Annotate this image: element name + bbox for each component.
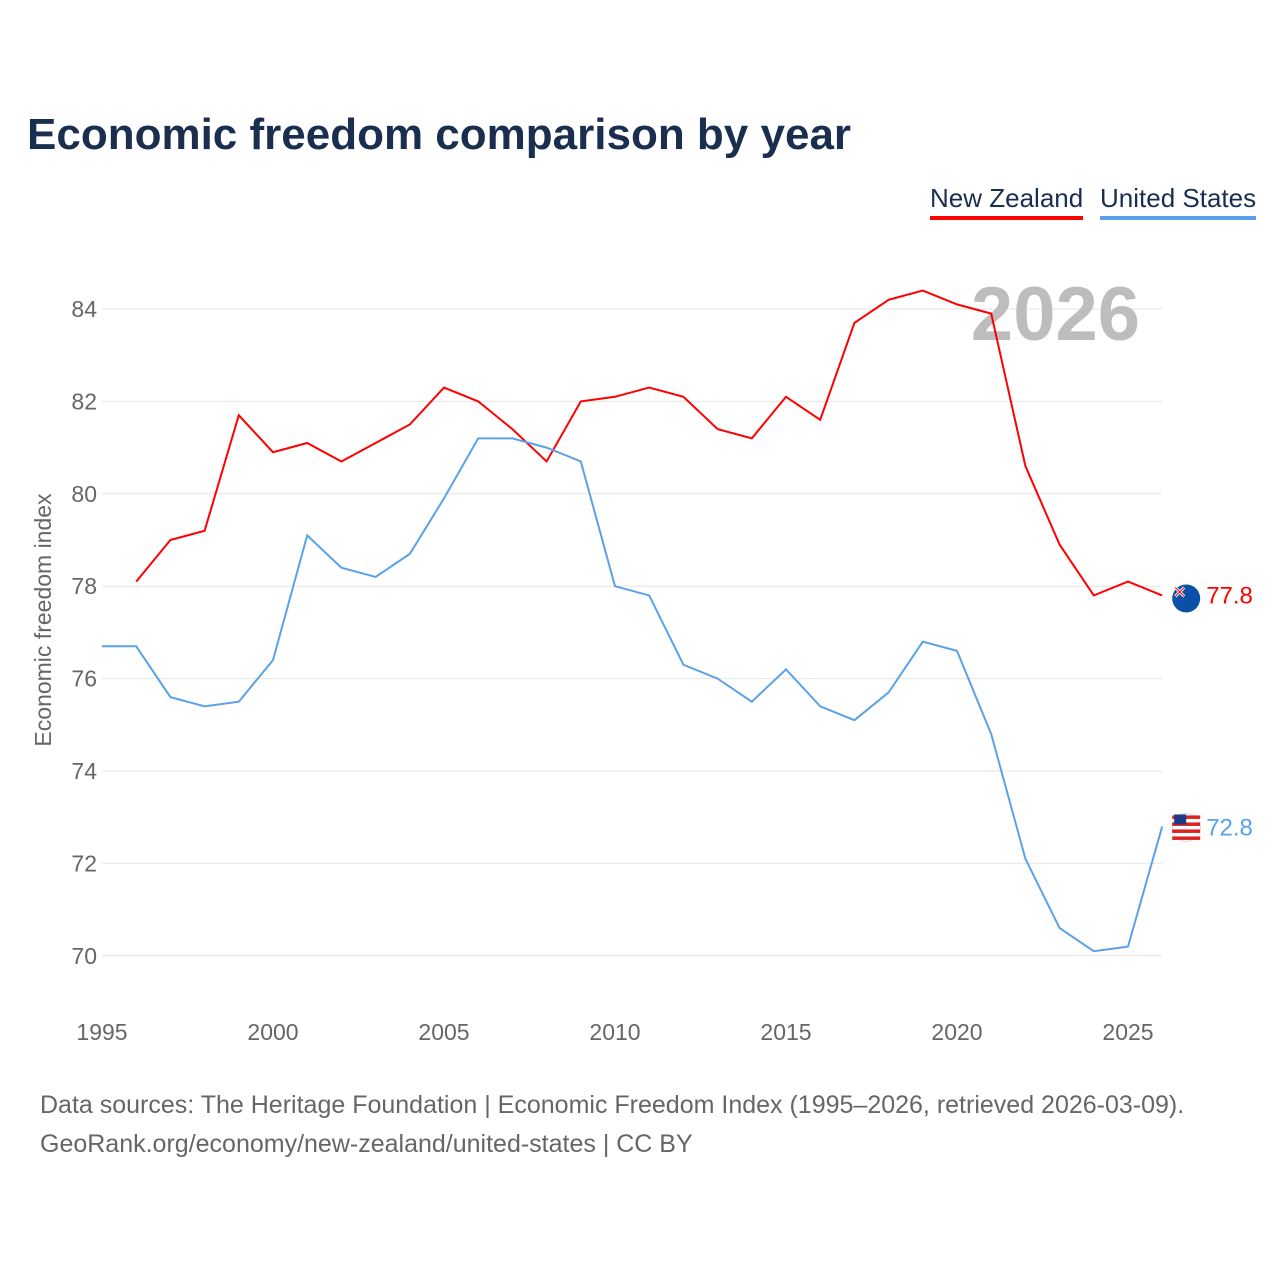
- x-tick-label: 2000: [247, 1019, 298, 1045]
- legend-new-zealand[interactable]: New Zealand: [930, 183, 1084, 220]
- chart-title: Economic freedom comparison by year: [27, 110, 852, 159]
- x-tick-label: 2010: [589, 1019, 640, 1045]
- x-tick-label: 2025: [1102, 1019, 1153, 1045]
- y-tick-label: 76: [71, 666, 97, 692]
- flag-union-jack-red: [1174, 587, 1185, 597]
- x-tick-label: 2005: [418, 1019, 469, 1045]
- footer-line-2[interactable]: GeoRank.org/economy/new-zealand/united-s…: [40, 1130, 693, 1158]
- y-axis-label: Economic freedom index: [30, 493, 56, 747]
- y-tick-label: 78: [71, 573, 97, 599]
- x-tick-label: 2015: [760, 1019, 811, 1045]
- flag-icon-new-zealand: [1172, 584, 1201, 613]
- series-line-united-states: [102, 437, 1164, 953]
- y-tick-label: 74: [71, 758, 97, 784]
- y-tick-label: 84: [71, 296, 97, 322]
- footer-source: Data sources: The Heritage Foundation | …: [40, 1086, 1184, 1164]
- x-tick-label: 1995: [76, 1019, 127, 1045]
- flag-stripe: [1172, 829, 1201, 833]
- y-tick-label: 80: [71, 481, 97, 507]
- end-label-united-states: 72.8: [1206, 814, 1253, 841]
- x-tick-label: 2020: [931, 1019, 982, 1045]
- y-tick-label: 72: [71, 850, 97, 876]
- flag-canton: [1174, 814, 1187, 825]
- flag-icon-united-states: [1171, 812, 1201, 842]
- y-tick-label: 82: [71, 388, 97, 414]
- end-label-new-zealand: 77.8: [1206, 582, 1253, 609]
- flag-stripe: [1172, 836, 1201, 840]
- legend-united-states[interactable]: United States: [1100, 183, 1257, 220]
- y-tick-label: 70: [71, 943, 97, 969]
- year-watermark: 2026: [971, 272, 1140, 357]
- series-line-new-zealand: [135, 289, 1163, 597]
- footer-line-1: Data sources: The Heritage Foundation | …: [40, 1091, 1185, 1119]
